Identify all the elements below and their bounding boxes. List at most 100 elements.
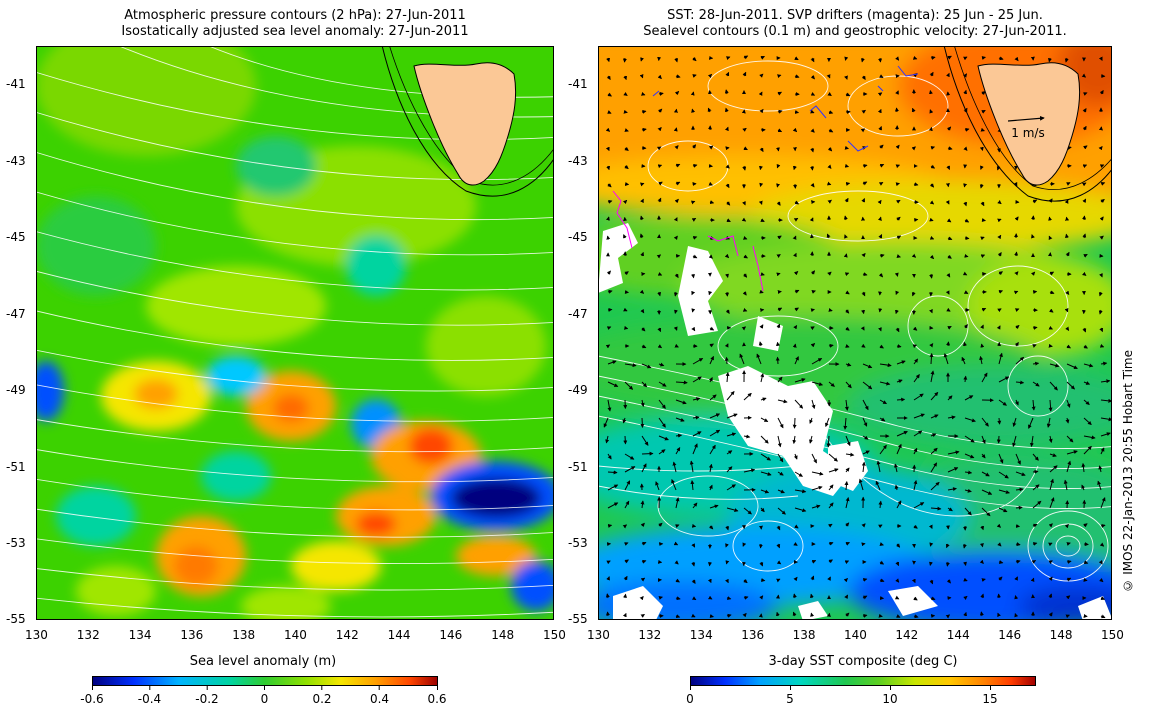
velocity-vector bbox=[639, 215, 644, 221]
velocity-vector bbox=[607, 523, 613, 528]
velocity-vector bbox=[691, 561, 696, 567]
velocity-vector bbox=[725, 71, 730, 77]
velocity-vector bbox=[1066, 381, 1075, 390]
velocity-vector bbox=[929, 183, 935, 188]
velocity-vector bbox=[1047, 57, 1052, 63]
velocity-vector bbox=[675, 380, 688, 385]
velocity-vector bbox=[947, 55, 952, 60]
velocity-vector bbox=[930, 462, 938, 473]
velocity-vector bbox=[624, 453, 635, 460]
velocity-vector bbox=[1032, 381, 1040, 387]
velocity-vector bbox=[671, 478, 677, 491]
velocity-vector bbox=[845, 381, 852, 389]
velocity-vector bbox=[1100, 614, 1106, 619]
velocity-vector bbox=[895, 90, 899, 95]
velocity-vector bbox=[810, 128, 815, 133]
velocity-vector bbox=[641, 109, 647, 114]
lon-tick-left: 146 bbox=[439, 628, 463, 642]
velocity-vector bbox=[1012, 435, 1017, 448]
velocity-vector bbox=[860, 326, 865, 331]
velocity-vector bbox=[862, 450, 870, 455]
velocity-vector bbox=[726, 466, 733, 473]
velocity-vector bbox=[879, 253, 885, 258]
velocity-vector bbox=[929, 217, 934, 222]
velocity-vector bbox=[1063, 479, 1068, 491]
velocity-vector bbox=[675, 181, 681, 186]
velocity-vector bbox=[607, 307, 613, 312]
velocity-vector bbox=[759, 108, 764, 114]
velocity-vector bbox=[930, 146, 936, 150]
left-colorbar-tick: 0.2 bbox=[312, 692, 332, 706]
left-colorbar-tick: -0.2 bbox=[195, 692, 219, 706]
velocity-vector bbox=[726, 218, 731, 223]
velocity-vector bbox=[641, 381, 648, 388]
velocity-vector bbox=[963, 290, 969, 294]
velocity-vector bbox=[828, 381, 835, 387]
velocity-vector bbox=[876, 460, 881, 473]
velocity-vector bbox=[963, 56, 968, 61]
velocity-vector bbox=[607, 484, 619, 491]
velocity-vector bbox=[879, 542, 884, 546]
lon-tick-left: 132 bbox=[76, 628, 100, 642]
velocity-vector bbox=[811, 399, 816, 410]
velocity-vector bbox=[964, 453, 975, 459]
velocity-vector bbox=[657, 271, 663, 276]
velocity-vector bbox=[981, 372, 988, 383]
velocity-vector bbox=[827, 271, 832, 276]
velocity-vector bbox=[878, 327, 882, 332]
velocity-vector bbox=[1100, 417, 1112, 422]
velocity-vector bbox=[1100, 379, 1111, 384]
velocity-vector bbox=[913, 358, 919, 365]
velocity-vector bbox=[606, 560, 611, 565]
velocity-vector bbox=[979, 543, 984, 548]
velocity-vector bbox=[742, 165, 747, 171]
velocity-vector bbox=[929, 343, 934, 348]
velocity-vector bbox=[1066, 542, 1071, 546]
velocity-vector bbox=[894, 272, 899, 277]
velocity-vector bbox=[895, 327, 900, 333]
lat-tick-left: -53 bbox=[6, 536, 26, 550]
velocity-vector bbox=[979, 355, 984, 365]
velocity-vector bbox=[607, 470, 618, 475]
velocity-vector bbox=[726, 432, 737, 437]
velocity-vector bbox=[1082, 215, 1087, 221]
velocity-vector bbox=[879, 74, 884, 79]
velocity-vector bbox=[1082, 271, 1087, 276]
velocity-vector bbox=[947, 254, 952, 259]
velocity-vector bbox=[980, 525, 985, 531]
velocity-vector bbox=[691, 596, 697, 601]
velocity-vector bbox=[1097, 480, 1102, 491]
velocity-vector bbox=[725, 56, 731, 61]
velocity-vector bbox=[1014, 576, 1018, 581]
right-title-line1: SST: 28-Jun-2011. SVP drifters (magenta)… bbox=[667, 8, 1043, 23]
velocity-vector bbox=[624, 182, 630, 187]
lat-tick-left: -47 bbox=[6, 306, 26, 321]
velocity-vector bbox=[997, 308, 1002, 313]
velocity-vector bbox=[929, 89, 933, 95]
velocity-vector bbox=[691, 523, 697, 528]
velocity-vector bbox=[826, 74, 831, 79]
velocity-vector bbox=[828, 110, 834, 115]
velocity-vector bbox=[1048, 435, 1053, 443]
velocity-vector bbox=[810, 575, 815, 581]
velocity-vector bbox=[879, 444, 887, 455]
velocity-vector bbox=[811, 381, 824, 386]
velocity-vector bbox=[930, 433, 937, 438]
velocity-vector bbox=[862, 163, 868, 168]
velocity-vector bbox=[980, 254, 986, 259]
velocity-vector bbox=[707, 561, 712, 567]
velocity-vector bbox=[947, 415, 956, 420]
velocity-vector bbox=[1065, 216, 1070, 221]
velocity-vector bbox=[1100, 596, 1106, 600]
velocity-vector bbox=[1066, 559, 1072, 564]
velocity-vector bbox=[827, 92, 832, 97]
velocity-vector bbox=[895, 144, 900, 150]
velocity-vector bbox=[862, 613, 868, 618]
velocity-vector bbox=[1032, 453, 1039, 461]
velocity-vector bbox=[828, 502, 834, 509]
velocity-vector bbox=[1014, 56, 1019, 62]
velocity-vector bbox=[743, 273, 748, 278]
velocity-vector bbox=[692, 144, 697, 149]
velocity-vector bbox=[708, 377, 713, 383]
velocity-vector bbox=[1099, 542, 1105, 547]
